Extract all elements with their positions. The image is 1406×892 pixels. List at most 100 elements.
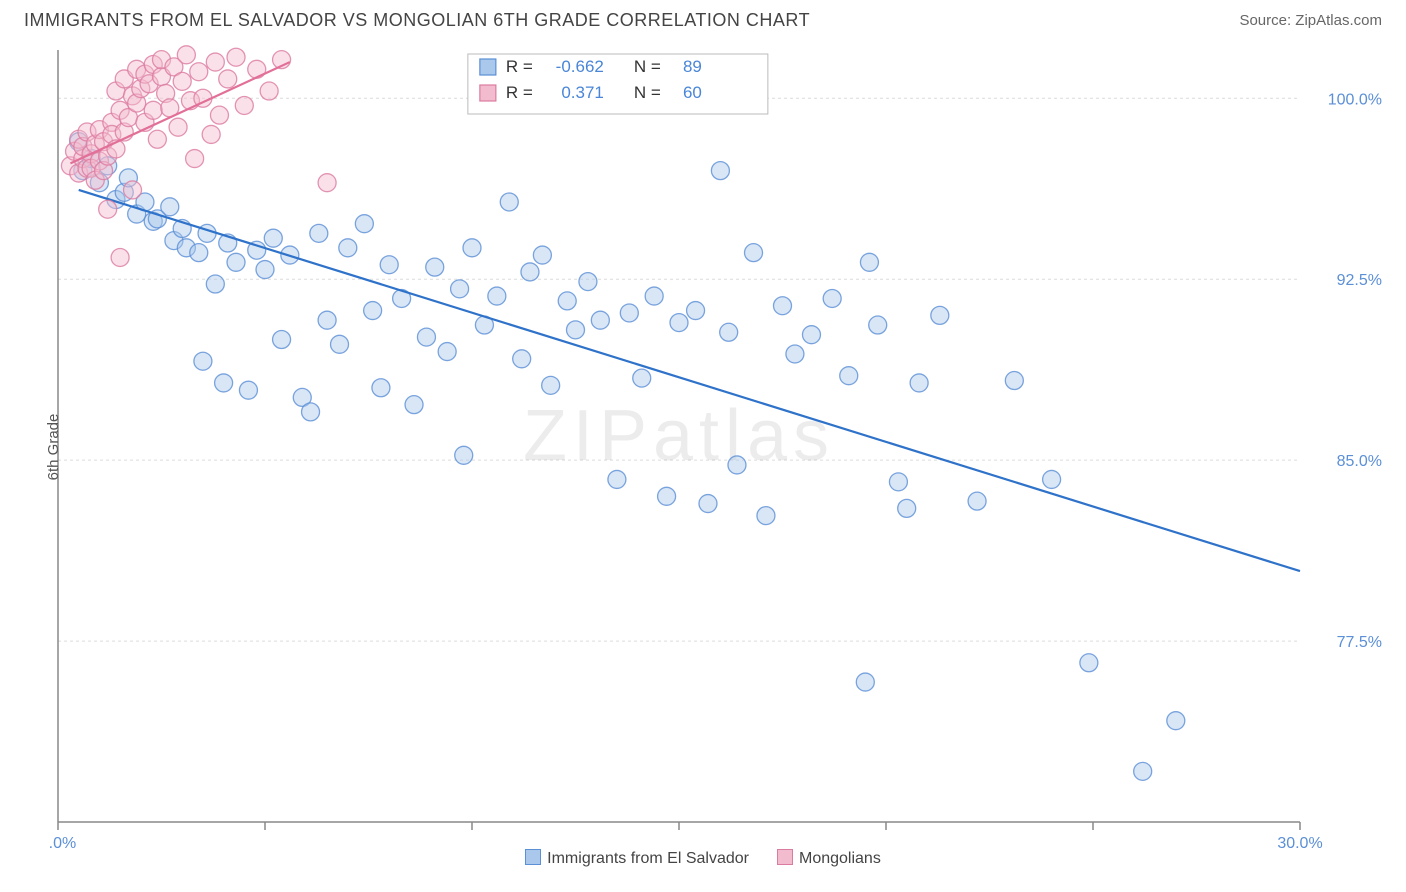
data-point [823, 289, 841, 307]
data-point [173, 72, 191, 90]
data-point [186, 150, 204, 168]
data-point [215, 374, 233, 392]
data-point [840, 367, 858, 385]
data-point [1043, 470, 1061, 488]
legend-r-label: R = [506, 57, 533, 76]
data-point [235, 96, 253, 114]
data-point [177, 46, 195, 64]
data-point [455, 446, 473, 464]
data-point [451, 280, 469, 298]
data-point [260, 82, 278, 100]
data-point [1005, 372, 1023, 390]
data-point [802, 326, 820, 344]
data-point [264, 229, 282, 247]
data-point [239, 381, 257, 399]
data-point [219, 70, 237, 88]
data-point [331, 335, 349, 353]
y-tick-label: 92.5% [1337, 272, 1382, 289]
data-point [405, 396, 423, 414]
data-point [124, 181, 142, 199]
bottom-legend-item: Immigrants from El Salvador [525, 849, 749, 868]
data-point [608, 470, 626, 488]
data-point [144, 101, 162, 119]
data-point [227, 253, 245, 271]
data-point [426, 258, 444, 276]
data-point [567, 321, 585, 339]
legend-label: Immigrants from El Salvador [547, 850, 749, 867]
data-point [670, 314, 688, 332]
data-point [910, 374, 928, 392]
data-point [318, 311, 336, 329]
data-point [190, 244, 208, 262]
data-point [417, 328, 435, 346]
data-point [318, 174, 336, 192]
legend-swatch [480, 59, 496, 75]
data-point [658, 487, 676, 505]
data-point [558, 292, 576, 310]
data-point [194, 352, 212, 370]
data-point [860, 253, 878, 271]
data-point [774, 297, 792, 315]
watermark: ZIPatlas [523, 396, 835, 476]
data-point [380, 256, 398, 274]
data-point [533, 246, 551, 264]
data-point [161, 198, 179, 216]
data-point [757, 507, 775, 525]
data-point [310, 224, 328, 242]
data-point [720, 323, 738, 341]
data-point [339, 239, 357, 257]
plot-container: 6th Grade 77.5%85.0%92.5%100.0%ZIPatlas0… [50, 42, 1392, 852]
data-point [645, 287, 663, 305]
data-point [1167, 712, 1185, 730]
data-point [728, 456, 746, 474]
data-point [256, 261, 274, 279]
data-point [699, 495, 717, 513]
data-point [620, 304, 638, 322]
data-point [898, 499, 916, 517]
y-tick-label: 85.0% [1337, 453, 1382, 470]
data-point [542, 376, 560, 394]
data-point [687, 302, 705, 320]
data-point [99, 200, 117, 218]
data-point [190, 63, 208, 81]
legend-r-value: -0.662 [556, 57, 604, 76]
y-tick-label: 100.0% [1328, 91, 1382, 108]
data-point [169, 118, 187, 136]
chart-title: IMMIGRANTS FROM EL SALVADOR VS MONGOLIAN… [24, 10, 810, 31]
data-point [711, 162, 729, 180]
data-point [206, 275, 224, 293]
data-point [591, 311, 609, 329]
legend-n-value: 60 [683, 83, 702, 102]
y-tick-label: 77.5% [1337, 634, 1382, 651]
data-point [1134, 762, 1152, 780]
trend-line [79, 190, 1300, 571]
chart-header: IMMIGRANTS FROM EL SALVADOR VS MONGOLIAN… [0, 0, 1406, 39]
data-point [438, 343, 456, 361]
data-point [148, 130, 166, 148]
legend-label: Mongolians [799, 850, 881, 867]
data-point [579, 273, 597, 291]
data-point [227, 48, 245, 66]
data-point [889, 473, 907, 491]
legend-n-label: N = [634, 57, 661, 76]
data-point [968, 492, 986, 510]
bottom-legend-item: Mongolians [777, 849, 881, 868]
scatter-plot: 77.5%85.0%92.5%100.0%ZIPatlas0.0%30.0%R … [50, 42, 1392, 852]
chart-source: Source: ZipAtlas.com [1239, 12, 1382, 29]
data-point [633, 369, 651, 387]
data-point [206, 53, 224, 71]
legend-n-value: 89 [683, 57, 702, 76]
legend-swatch [480, 85, 496, 101]
data-point [786, 345, 804, 363]
data-point [355, 215, 373, 233]
bottom-legend: Immigrants from El Salvador Mongolians [0, 849, 1406, 868]
data-point [513, 350, 531, 368]
data-point [372, 379, 390, 397]
data-point [364, 302, 382, 320]
data-point [302, 403, 320, 421]
data-point [500, 193, 518, 211]
data-point [202, 125, 220, 143]
data-point [463, 239, 481, 257]
data-point [931, 306, 949, 324]
data-point [1080, 654, 1098, 672]
